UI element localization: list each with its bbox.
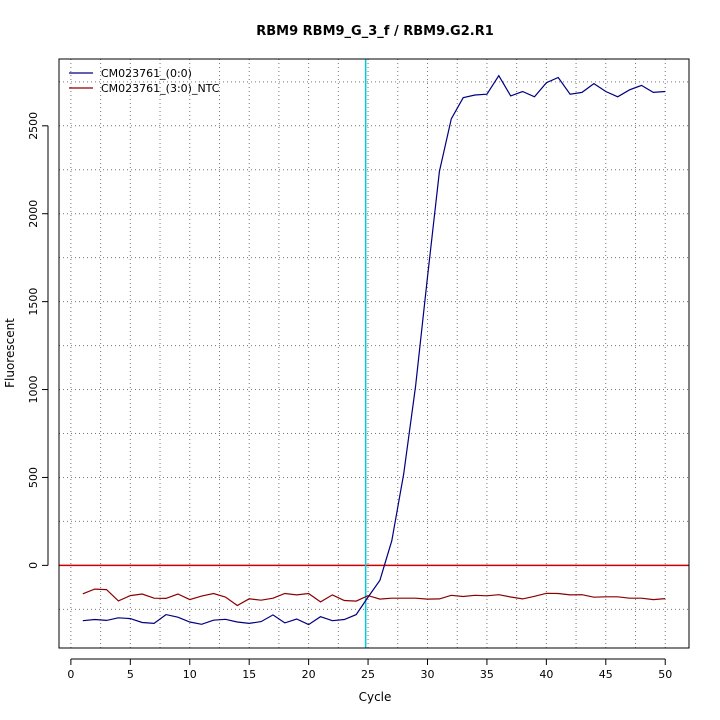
chart-title: RBM9 RBM9_G_3_f / RBM9.G2.R1 [256,24,494,39]
x-tick-label: 40 [539,668,553,681]
plot-area-frame [58,58,690,649]
y-tick-label: 2000 [27,200,40,228]
legend-label-1: CM023761_(0:0) [101,67,192,80]
x-tick-label: 45 [599,668,613,681]
y-axis: 0 500 1000 1500 2000 2500 [27,112,49,569]
y-tick-label: 2500 [27,112,40,140]
x-tick-label: 50 [658,668,672,681]
x-tick-label: 5 [127,668,134,681]
threshold-lines [59,59,689,648]
x-tick-label: 10 [183,668,197,681]
y-tick-label: 500 [27,467,40,488]
x-tick-label: 15 [242,668,256,681]
series-line-1 [82,74,666,626]
x-tick-label: 0 [67,668,74,681]
series-line-2 [82,588,666,607]
legend-label-2: CM023761_(3:0)_NTC [101,82,220,95]
y-tick-label: 0 [27,562,40,569]
x-axis: 0 5 10 15 20 25 30 35 40 45 50 [67,658,672,681]
x-axis-label: Cycle [359,690,392,704]
x-tick-label: 20 [302,668,316,681]
y-tick-label: 1500 [27,288,40,316]
x-tick-label: 25 [361,668,375,681]
series-lines [82,74,666,626]
legend: CM023761_(0:0) CM023761_(3:0)_NTC [69,67,220,95]
y-axis-label: Fluorescent [3,318,17,388]
x-tick-label: 35 [480,668,494,681]
x-tick-label: 30 [420,668,434,681]
y-tick-label: 1000 [27,376,40,404]
